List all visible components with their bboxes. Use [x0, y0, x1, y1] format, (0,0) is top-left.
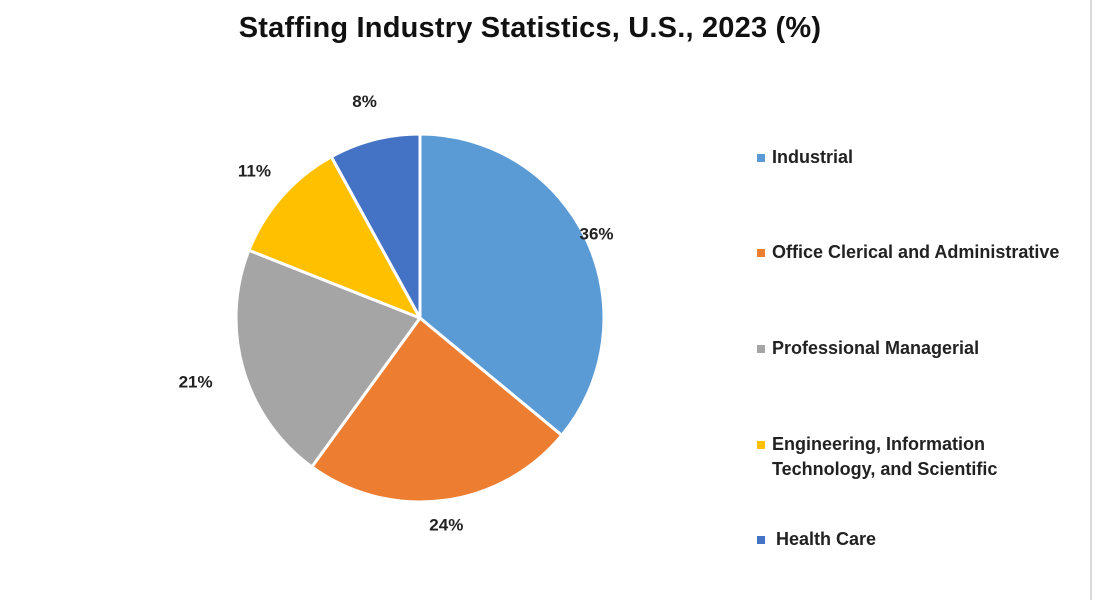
- legend-label-engineering-it-scientific: Engineering, Information Technology, and…: [772, 434, 998, 479]
- legend-swatch-health-care: [757, 536, 765, 544]
- pie-slice-industrial: [418, 132, 606, 437]
- legend-item-industrial: Industrial: [757, 145, 853, 170]
- legend-swatch-office-clerical: [757, 249, 765, 257]
- pie-slice-professional-managerial: [234, 248, 422, 469]
- legend-swatch-professional-managerial: [757, 345, 765, 353]
- data-label-professional-managerial: 21%: [179, 373, 213, 392]
- pie-slice-office-clerical: [310, 316, 564, 504]
- data-label-engineering-it-scientific: 11%: [238, 161, 271, 180]
- legend-label-industrial: Industrial: [772, 147, 854, 167]
- legend-swatch-industrial: [757, 154, 765, 162]
- data-label-industrial: 36%: [579, 224, 613, 243]
- legend-label-office-clerical: Office Clerical and Administrative: [772, 242, 1060, 262]
- data-label-health-care: 8%: [352, 92, 377, 111]
- legend-label-health-care: Health Care: [776, 529, 877, 549]
- legend-item-engineering-it-scientific: Engineering, Information Technology, and…: [757, 432, 1012, 482]
- chart-title: Staffing Industry Statistics, U.S., 2023…: [238, 12, 822, 44]
- legend-item-professional-managerial: Professional Managerial: [757, 336, 979, 361]
- legend-label-professional-managerial: Professional Managerial: [772, 338, 980, 358]
- legend-item-office-clerical: Office Clerical and Administrative: [757, 240, 1059, 265]
- legend-swatch-engineering-it-scientific: [757, 441, 765, 449]
- pie-slice-health-care: [329, 132, 422, 320]
- data-label-office-clerical: 24%: [429, 516, 463, 535]
- legend-item-health-care: Health Care: [757, 527, 876, 552]
- pie-slice-engineering-it-scientific: [247, 155, 422, 320]
